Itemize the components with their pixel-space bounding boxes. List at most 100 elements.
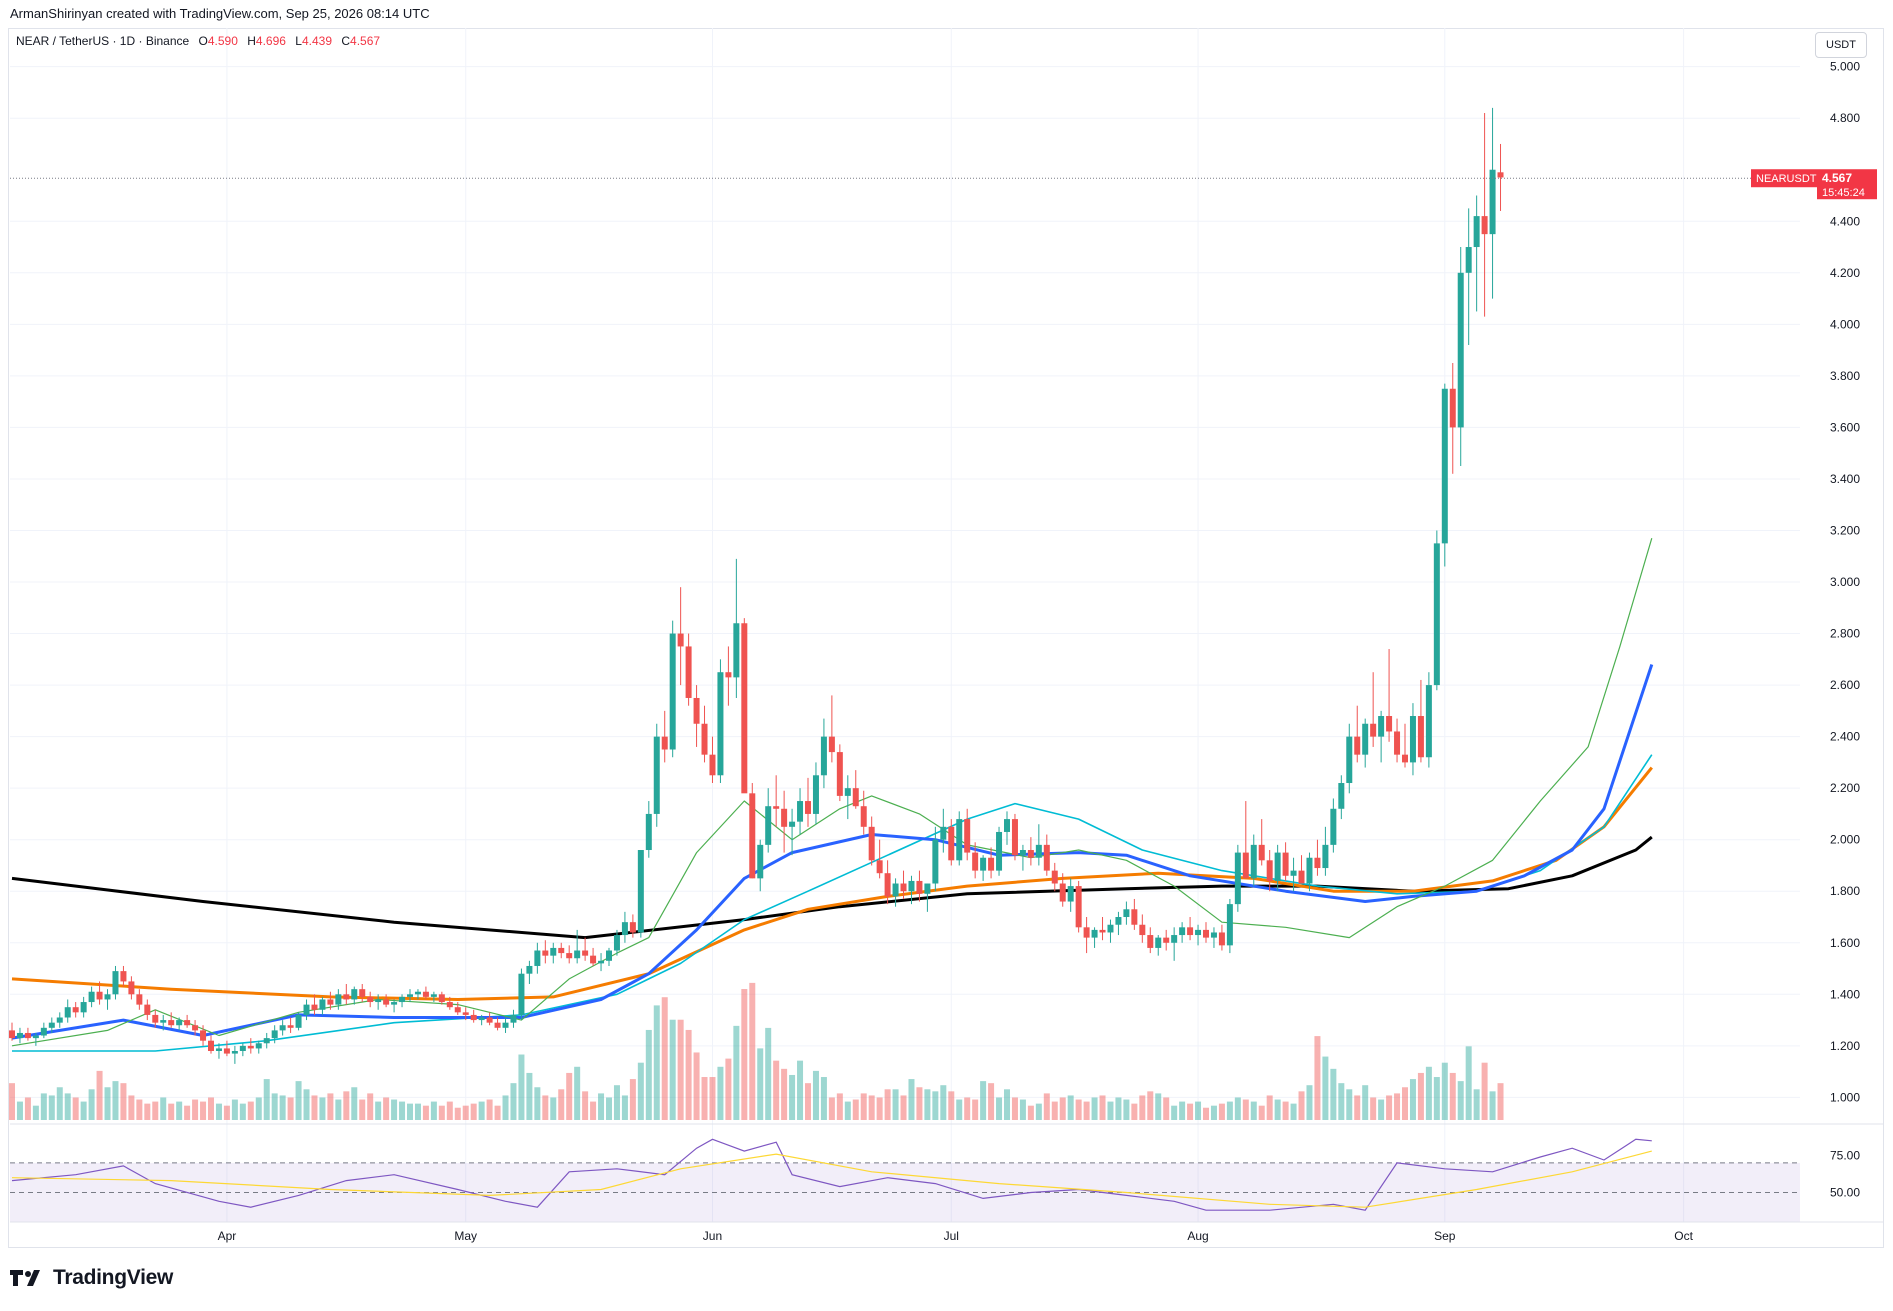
time-tick-label: Aug xyxy=(1187,1229,1208,1243)
candle-body xyxy=(303,1004,310,1015)
volume-bar xyxy=(391,1099,398,1120)
volume-bar xyxy=(367,1093,374,1120)
candle xyxy=(24,1027,31,1041)
candle xyxy=(1354,705,1361,763)
time-axis[interactable]: Apr May Jun Jul Aug Sep Oct xyxy=(218,1229,1694,1243)
tradingview-logo[interactable]: TradingView xyxy=(10,1266,173,1290)
price-tag-countdown: 15:45:24 xyxy=(1822,187,1865,199)
candle-body xyxy=(1091,929,1098,938)
candles[interactable] xyxy=(9,107,1504,1064)
volume-bar xyxy=(749,982,756,1120)
volume-bar xyxy=(1322,1056,1329,1120)
candle xyxy=(1163,929,1170,951)
volume-bar xyxy=(550,1097,557,1120)
candle xyxy=(295,1012,302,1031)
candle xyxy=(1322,826,1329,876)
candle xyxy=(820,718,827,789)
currency-unit-button[interactable]: USDT xyxy=(1815,32,1867,58)
candle-body xyxy=(980,857,987,871)
candle-body xyxy=(1473,216,1480,248)
candle xyxy=(327,991,334,1010)
candle-body xyxy=(661,736,668,750)
candle-body xyxy=(1075,886,1082,928)
candle xyxy=(319,996,326,1015)
candle xyxy=(1258,819,1265,866)
candle xyxy=(1187,917,1194,941)
candle-body xyxy=(128,981,135,995)
candle-body xyxy=(598,960,605,964)
candle xyxy=(717,659,724,784)
price-axis[interactable]: 1.000 1.200 1.400 1.600 1.800 2.000 2.200 2.400… xyxy=(1830,60,1860,1105)
volume-bar xyxy=(32,1105,39,1120)
volume-bar xyxy=(1314,1036,1321,1120)
volume-bar xyxy=(1290,1103,1297,1120)
volume-bar xyxy=(1226,1101,1233,1120)
volume-bar xyxy=(1059,1097,1066,1120)
candle xyxy=(1234,844,1241,912)
candle xyxy=(1306,852,1313,892)
candle-body xyxy=(1011,819,1018,856)
candle xyxy=(1250,834,1257,887)
candle xyxy=(1449,362,1456,474)
candle xyxy=(215,1043,222,1059)
candle xyxy=(805,777,811,827)
volume-bar xyxy=(1425,1066,1432,1120)
volume-bar xyxy=(1298,1091,1305,1120)
candle-body xyxy=(120,971,127,982)
candle xyxy=(765,788,772,853)
candle-body xyxy=(462,1012,469,1015)
candle-body xyxy=(32,1035,39,1039)
volume-bar xyxy=(80,1101,87,1120)
candle-body xyxy=(932,839,939,884)
credit-line: ArmanShirinyan created with TradingView.… xyxy=(10,6,430,21)
candle xyxy=(1274,844,1281,892)
candle-body xyxy=(1250,844,1257,879)
candle xyxy=(948,819,955,866)
candle-body xyxy=(184,1020,191,1026)
volume-bar xyxy=(478,1101,485,1120)
candle-body xyxy=(988,857,995,871)
price-tick-label: 1.000 xyxy=(1830,1090,1860,1104)
candle xyxy=(526,960,533,985)
volume-bar xyxy=(287,1097,294,1120)
candle-body xyxy=(1131,909,1138,925)
volume-bar xyxy=(685,1029,692,1120)
volume-bar xyxy=(303,1089,310,1120)
rsi-pane[interactable]: 75.00 50.00 xyxy=(10,1123,1884,1223)
volume-bar xyxy=(72,1097,79,1120)
candle xyxy=(1497,143,1504,211)
volume-bar xyxy=(1354,1095,1361,1120)
candle xyxy=(1402,723,1408,768)
candle xyxy=(773,775,780,827)
volume-bars xyxy=(9,982,1504,1120)
candle xyxy=(1457,247,1464,467)
candle xyxy=(40,1022,47,1039)
symbol-name[interactable]: NEAR / TetherUS · 1D · Binance xyxy=(16,34,190,48)
candle-body xyxy=(1067,886,1074,902)
candle-body xyxy=(430,994,437,997)
candle-body xyxy=(1107,924,1114,933)
candle xyxy=(96,981,103,1005)
volume-bar xyxy=(1107,1101,1114,1120)
candle xyxy=(80,996,87,1018)
candle-body xyxy=(247,1045,254,1049)
candle-body xyxy=(908,880,915,892)
candle xyxy=(247,1038,254,1054)
tradingview-logo-icon xyxy=(10,1270,40,1286)
tradingview-wordmark: TradingView xyxy=(53,1266,174,1289)
candle-body xyxy=(1035,844,1042,858)
volume-bar xyxy=(1195,1101,1202,1120)
candle-body xyxy=(566,953,573,959)
volume-bar xyxy=(271,1093,278,1120)
volume-bar xyxy=(1282,1101,1289,1120)
volume-bar xyxy=(192,1099,199,1120)
open-label: O xyxy=(198,34,208,48)
candle-body xyxy=(1083,927,1090,938)
volume-bar xyxy=(598,1093,605,1120)
candle xyxy=(1378,710,1385,763)
candle xyxy=(208,1035,214,1054)
candle xyxy=(399,994,406,1008)
candle-body xyxy=(765,806,772,845)
volume-bar xyxy=(1370,1097,1377,1120)
